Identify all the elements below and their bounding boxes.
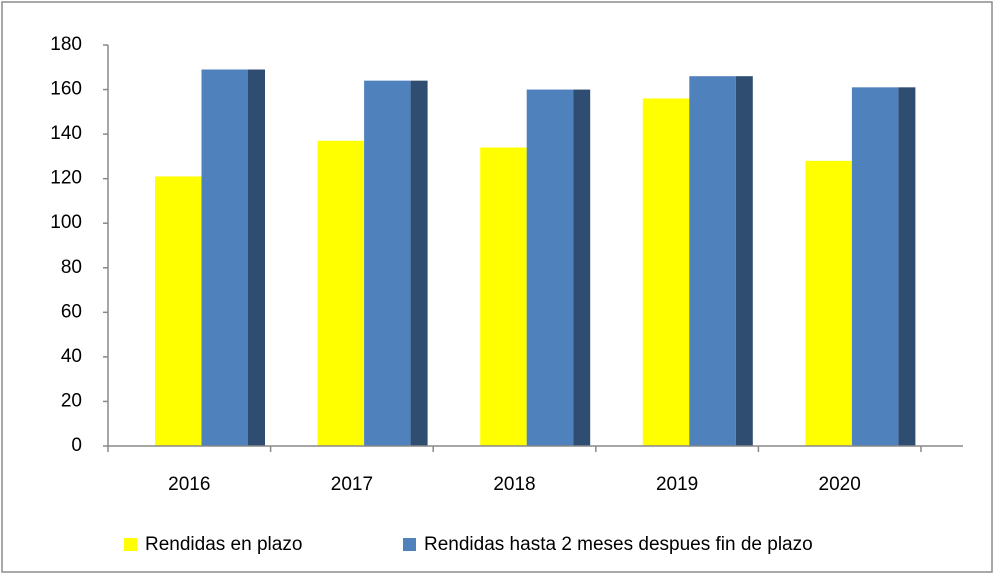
bar-side <box>410 80 428 447</box>
bar <box>480 147 527 446</box>
bar <box>364 80 411 447</box>
y-tick-label: 120 <box>50 168 82 189</box>
x-tick-label: 2020 <box>819 474 861 495</box>
bar <box>642 98 690 446</box>
legend-swatch <box>403 538 416 551</box>
bar <box>317 140 365 447</box>
y-tick-label: 100 <box>50 212 82 233</box>
y-tick-label: 20 <box>61 390 82 411</box>
bar-side <box>573 89 591 447</box>
y-tick-label: 60 <box>61 301 82 322</box>
bar <box>155 176 202 446</box>
bar <box>689 76 736 446</box>
legend-label: Rendidas hasta 2 meses despues fin de pl… <box>424 534 813 555</box>
bar-side <box>248 69 265 446</box>
legend-swatch <box>124 538 137 551</box>
y-tick-label: 160 <box>50 79 82 100</box>
x-tick-label: 2016 <box>168 474 210 495</box>
y-tick-label: 140 <box>50 123 82 144</box>
bar <box>851 87 899 447</box>
bar-side <box>898 87 916 447</box>
legend-label: Rendidas en plazo <box>145 534 302 555</box>
bar <box>201 69 248 446</box>
x-tick-label: 2017 <box>331 474 373 495</box>
x-tick-label: 2018 <box>493 474 535 495</box>
x-tick-label: 2019 <box>656 474 698 495</box>
y-tick-label: 0 <box>71 435 82 456</box>
y-tick-label: 40 <box>61 346 82 367</box>
bar-side <box>735 76 753 446</box>
y-tick-label: 180 <box>50 34 82 55</box>
y-tick-label: 80 <box>61 257 82 278</box>
bar <box>526 89 574 447</box>
bar <box>805 160 852 446</box>
